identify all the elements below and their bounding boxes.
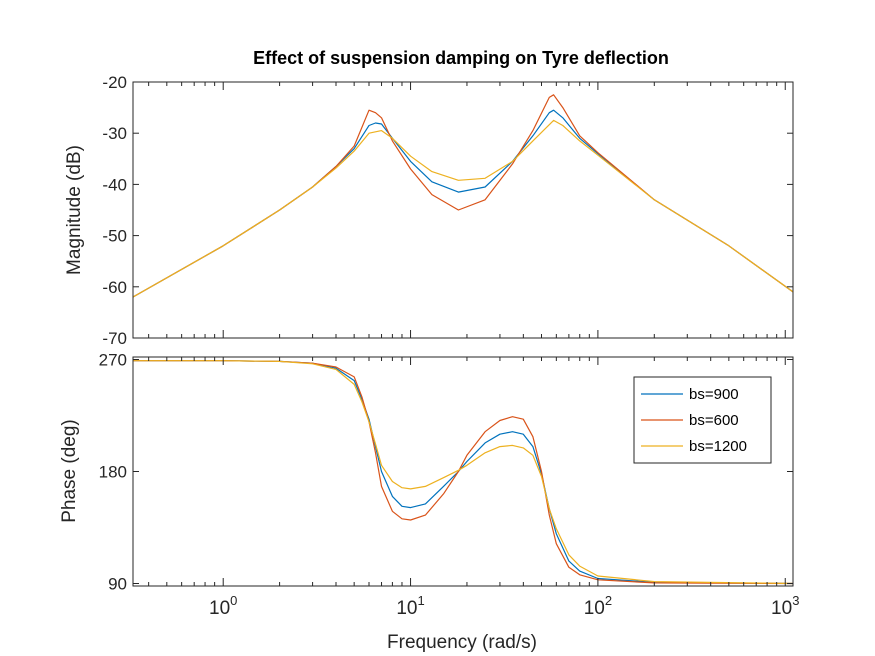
phase-ytick-label: 90 <box>108 575 127 594</box>
phase-ytick-label: 180 <box>99 463 127 482</box>
magnitude-ytick-label: -20 <box>102 73 127 92</box>
magnitude-plot-area <box>133 82 793 338</box>
phase-series-group <box>133 360 794 585</box>
phase-line-bs-900 <box>133 360 794 585</box>
magnitude-y-ticks: -70 -60 -50 -40 -30 -20 <box>102 73 793 348</box>
magnitude-series-group <box>132 94 794 298</box>
legend-label-bs-1200: bs=1200 <box>689 438 747 455</box>
xtick-label: 101 <box>396 593 424 619</box>
magnitude-line-bs-1200 <box>132 119 794 298</box>
legend: bs=900 bs=600 bs=1200 <box>633 376 772 464</box>
xtick-label: 102 <box>584 593 612 619</box>
legend-label-bs-600: bs=600 <box>689 412 739 429</box>
legend-label-bs-900: bs=900 <box>689 386 739 403</box>
legend-box <box>633 376 772 464</box>
phase-y-axis-label: Phase (deg) <box>59 419 80 523</box>
chart-title: Effect of suspension damping on Tyre def… <box>253 48 669 68</box>
magnitude-x-ticks <box>148 82 786 338</box>
magnitude-ytick-label: -40 <box>102 175 127 194</box>
phase-x-ticks: 100 101 102 103 <box>148 357 799 619</box>
xtick-label: 103 <box>771 593 799 619</box>
magnitude-ytick-label: -30 <box>102 124 127 143</box>
magnitude-ytick-label: -70 <box>102 329 127 348</box>
magnitude-panel: -70 -60 -50 -40 -30 -20 Magnitude (dB) <box>64 73 794 348</box>
magnitude-ytick-label: -60 <box>102 278 127 297</box>
phase-line-bs-1200 <box>133 360 794 585</box>
phase-y-ticks: 90 180 270 <box>99 350 793 594</box>
xtick-label: 100 <box>209 593 237 619</box>
phase-ytick-label: 270 <box>99 350 127 369</box>
x-axis-label: Frequency (rad/s) <box>387 632 537 653</box>
magnitude-y-axis-label: Magnitude (dB) <box>64 145 85 275</box>
magnitude-line-bs-600 <box>132 94 794 298</box>
phase-line-bs-600 <box>133 360 794 585</box>
magnitude-ytick-label: -50 <box>102 227 127 246</box>
magnitude-axes-box <box>132 81 794 339</box>
